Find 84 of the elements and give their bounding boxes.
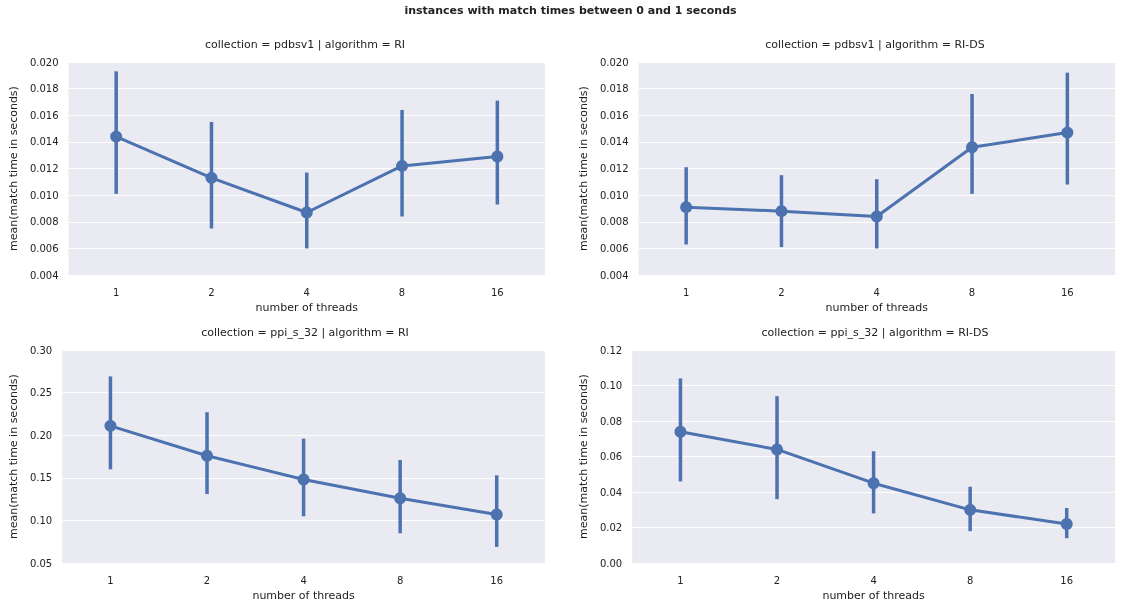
x-axis-title: number of threads	[825, 301, 929, 314]
y-tick-label: 0.014	[599, 136, 629, 148]
y-tick-label: 0.016	[29, 109, 59, 121]
y-tick-label: 0.020	[29, 56, 59, 68]
y-tick-label: 0.018	[29, 83, 59, 95]
point	[867, 477, 880, 490]
x-tick-label: 4	[870, 574, 877, 586]
y-tick-label: 0.018	[599, 83, 629, 95]
y-tick-label: 0.15	[29, 472, 53, 484]
point	[1060, 518, 1073, 531]
point	[870, 210, 883, 223]
y-tick-label: 0.30	[29, 344, 53, 356]
point	[396, 159, 409, 172]
y-tick-label: 0.02	[599, 522, 623, 534]
x-tick-label: 1	[682, 286, 690, 298]
point	[110, 130, 123, 143]
x-tick-label: 4	[303, 286, 310, 298]
y-tick-label: 0.06	[599, 451, 623, 463]
y-tick-label: 0.20	[29, 429, 53, 441]
y-tick-label: 0.008	[599, 216, 629, 228]
point	[680, 201, 693, 214]
point	[201, 449, 214, 462]
y-axis-title: mean(match time in seconds)	[577, 374, 590, 539]
y-tick-label: 0.12	[599, 344, 623, 356]
y-tick-label: 0.010	[599, 189, 629, 201]
y-tick-label: 0.004	[29, 269, 59, 281]
chart-title: collection = ppi_s_32 | algorithm = RI-DS	[761, 326, 989, 339]
x-tick-label: 2	[778, 286, 785, 298]
x-tick-label: 16	[1060, 574, 1074, 586]
y-tick-label: 0.006	[29, 242, 59, 254]
x-tick-label: 16	[490, 286, 504, 298]
x-tick-label: 8	[398, 286, 406, 298]
point	[491, 150, 504, 163]
x-tick-label: 16	[1060, 286, 1074, 298]
y-tick-label: 0.008	[29, 216, 59, 228]
y-tick-label: 0.10	[599, 380, 623, 392]
x-tick-label: 4	[300, 574, 307, 586]
point	[674, 425, 687, 438]
x-axis-title: number of threads	[822, 589, 925, 602]
x-tick-label: 2	[773, 574, 781, 586]
y-tick-label: 0.04	[599, 486, 623, 498]
chart-title: collection = pdbsv1 | algorithm = RI-DS	[765, 38, 985, 51]
x-tick-label: 1	[107, 574, 114, 586]
y-tick-label: 0.25	[29, 387, 53, 399]
y-tick-label: 0.016	[599, 109, 629, 121]
x-axis-title: number of threads	[252, 589, 355, 602]
point	[297, 473, 310, 486]
y-tick-label: 0.014	[29, 136, 59, 148]
x-tick-label: 16	[490, 574, 504, 586]
y-tick-label: 0.10	[29, 514, 53, 526]
text: instances with match times between 0 and 1 seconds	[403, 4, 738, 17]
x-tick-label: 2	[203, 574, 211, 586]
x-tick-label: 8	[968, 286, 976, 298]
x-tick-label: 8	[966, 574, 974, 586]
y-tick-label: 0.012	[29, 163, 59, 175]
point	[104, 419, 117, 432]
x-axis-title: number of threads	[255, 301, 359, 314]
y-tick-label: 0.05	[29, 557, 53, 569]
y-tick-label: 0.004	[599, 269, 629, 281]
y-tick-label: 0.00	[599, 557, 623, 569]
point	[775, 205, 788, 218]
y-axis-title: mean(match time in seconds)	[7, 374, 20, 539]
y-tick-label: 0.012	[599, 163, 629, 175]
point	[966, 141, 979, 154]
y-tick-label: 0.010	[29, 189, 59, 201]
y-axis-title: mean(match time in seconds)	[577, 86, 590, 251]
chart-title: collection = ppi_s_32 | algorithm = RI	[201, 326, 409, 339]
x-tick-label: 2	[208, 286, 215, 298]
y-tick-label: 0.020	[599, 56, 629, 68]
point	[394, 492, 407, 505]
point	[964, 503, 977, 516]
x-tick-label: 8	[396, 574, 404, 586]
point	[205, 171, 218, 184]
point	[1061, 126, 1074, 139]
chart-title: collection = pdbsv1 | algorithm = RI	[204, 38, 406, 51]
y-tick-label: 0.006	[599, 242, 629, 254]
x-tick-label: 4	[873, 286, 880, 298]
x-tick-label: 1	[677, 574, 684, 586]
x-tick-label: 1	[112, 286, 120, 298]
y-axis-title: mean(match time in seconds)	[7, 86, 20, 251]
point	[300, 206, 313, 219]
point	[490, 508, 503, 521]
point	[771, 443, 784, 456]
y-tick-label: 0.08	[599, 415, 623, 427]
